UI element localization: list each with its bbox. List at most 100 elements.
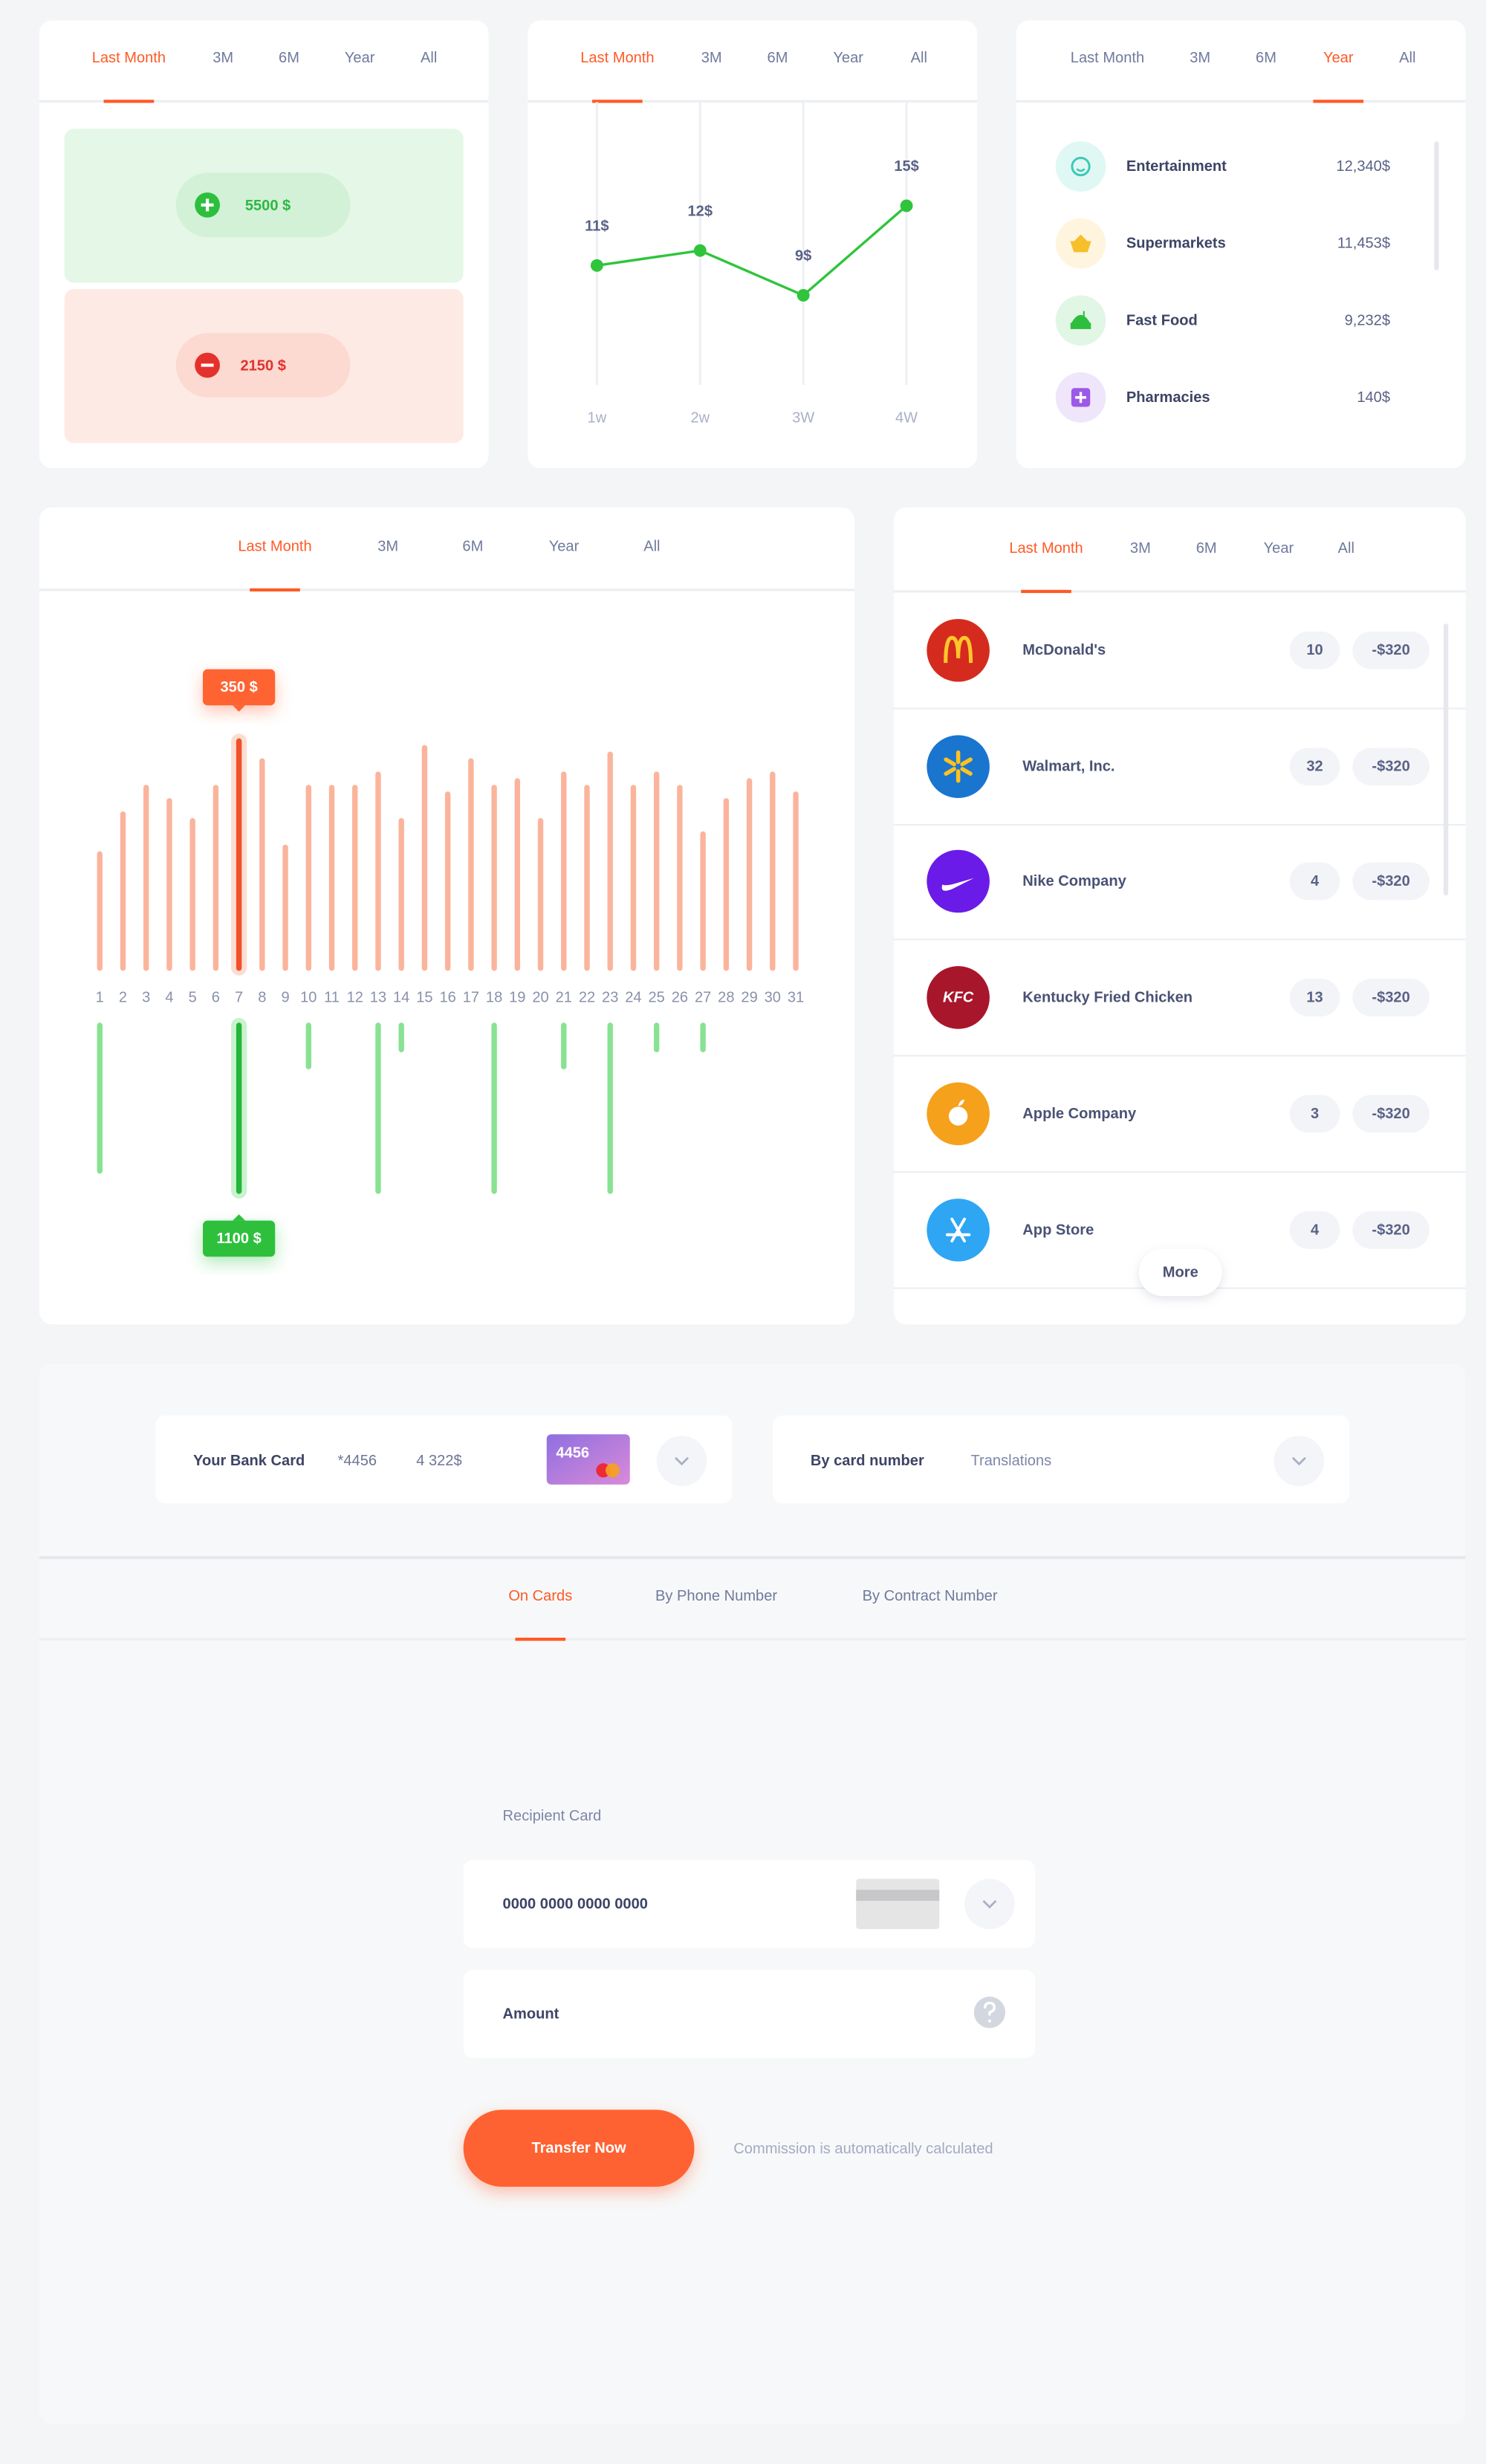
merchant-logo (927, 966, 990, 1029)
tab[interactable]: 3M (212, 50, 233, 66)
tab[interactable]: All (1338, 540, 1354, 557)
chevron (675, 1456, 689, 1466)
x-tick-label: 30 (765, 989, 781, 1005)
merchant-amount: -$320 (1372, 873, 1409, 889)
logo-shape (960, 767, 973, 776)
help-mark (983, 2001, 996, 2016)
tab[interactable]: All (421, 50, 437, 66)
bar (607, 751, 613, 971)
merchant-count: 32 (1306, 759, 1323, 775)
bar (97, 1022, 103, 1174)
bar (700, 831, 706, 971)
bar (607, 1022, 613, 1194)
tab[interactable]: 6M (279, 50, 299, 66)
x-tick-label: 16 (439, 989, 455, 1005)
data-label: 12$ (688, 203, 713, 219)
logo-shape (944, 757, 956, 767)
category-name: Fast Food (1126, 312, 1198, 328)
tab[interactable]: Year (1323, 50, 1354, 66)
scrollbar (1434, 141, 1439, 270)
icon-shape (1070, 311, 1091, 329)
bar (444, 791, 451, 971)
tab[interactable]: 6M (768, 50, 788, 66)
tab[interactable]: Year (833, 50, 863, 66)
tab-underline (1313, 100, 1364, 103)
bar (700, 1022, 706, 1053)
line (597, 204, 908, 297)
recipient-placeholder: 0000 0000 0000 0000 (503, 1896, 648, 1912)
x-tick-label: 9 (281, 989, 289, 1005)
bar (120, 811, 126, 971)
bar (305, 785, 311, 971)
logo-shape (944, 767, 956, 776)
x-tick-label: 26 (672, 989, 688, 1005)
count-pill (1289, 1095, 1340, 1133)
dropdown-button[interactable] (964, 1878, 1015, 1930)
transfer-button[interactable] (463, 2110, 695, 2187)
bar (305, 1022, 311, 1070)
bar (630, 785, 637, 971)
tab[interactable]: All (1399, 50, 1415, 66)
x-tick-label: 23 (602, 989, 618, 1005)
x-tick-label: 2w (690, 409, 710, 426)
x-tick-label: 15 (416, 989, 432, 1005)
logo-shape (960, 757, 973, 767)
dropdown-button[interactable] (1274, 1436, 1325, 1486)
tab[interactable]: By Phone Number (655, 1588, 777, 1604)
expense-pill (175, 333, 351, 398)
x-tick-label: 25 (649, 989, 665, 1005)
tooltip-label: 1100 $ (216, 1231, 261, 1247)
tab[interactable]: Year (549, 539, 580, 555)
tab[interactable]: Last Month (92, 50, 166, 66)
tab[interactable]: On Cards (508, 1588, 572, 1604)
bar (653, 771, 660, 971)
category-name: Pharmacies (1126, 389, 1210, 406)
point (796, 288, 810, 302)
tab[interactable]: Last Month (1009, 540, 1083, 557)
category-amount: 11,453$ (1337, 236, 1390, 252)
tab[interactable]: Year (1264, 540, 1294, 557)
method-select[interactable] (773, 1415, 1350, 1504)
tab[interactable]: 3M (1130, 540, 1151, 557)
tab[interactable]: 6M (462, 539, 483, 555)
tab[interactable]: 6M (1256, 50, 1276, 66)
x-tick-label: 3W (792, 409, 814, 426)
bar (398, 817, 404, 971)
category-amount: 9,232$ (1345, 312, 1390, 328)
tab[interactable]: Last Month (238, 539, 311, 555)
tooltip (202, 1220, 276, 1257)
merchant-count: 4 (1311, 873, 1320, 889)
tab[interactable]: 3M (1190, 50, 1210, 66)
category-icon (1055, 141, 1106, 192)
point (900, 199, 913, 213)
category-name: Supermarkets (1126, 236, 1226, 252)
tab[interactable]: All (643, 539, 660, 555)
bar (236, 738, 242, 971)
tab[interactable]: Last Month (580, 50, 654, 66)
bar (677, 785, 683, 971)
dropdown-button[interactable] (656, 1436, 707, 1486)
bar (584, 785, 590, 971)
amount-input[interactable] (463, 1970, 1036, 2058)
chevron (1291, 1456, 1306, 1466)
tab[interactable]: By Contract Number (863, 1588, 998, 1604)
tab[interactable]: Year (345, 50, 375, 66)
tab[interactable]: Last Month (1071, 50, 1144, 66)
x-tick-label: 10 (300, 989, 317, 1005)
tab[interactable]: 3M (701, 50, 722, 66)
tab[interactable]: 3M (377, 539, 398, 555)
tab[interactable]: 6M (1196, 540, 1217, 557)
amount-pill (1352, 1210, 1430, 1249)
merchant-name: Kentucky Fried Chicken (1022, 989, 1193, 1005)
tab-underline (592, 100, 643, 103)
merchant-name: App Store (1022, 1222, 1094, 1238)
bar (561, 771, 567, 971)
merchant-logo (927, 735, 990, 798)
expense-amount: 2150 $ (240, 358, 285, 375)
tab[interactable]: All (911, 50, 927, 66)
merchant-count: 13 (1306, 989, 1323, 1005)
x-tick-label: 13 (370, 989, 386, 1005)
bar (398, 1022, 404, 1053)
more-button[interactable] (1138, 1248, 1222, 1297)
